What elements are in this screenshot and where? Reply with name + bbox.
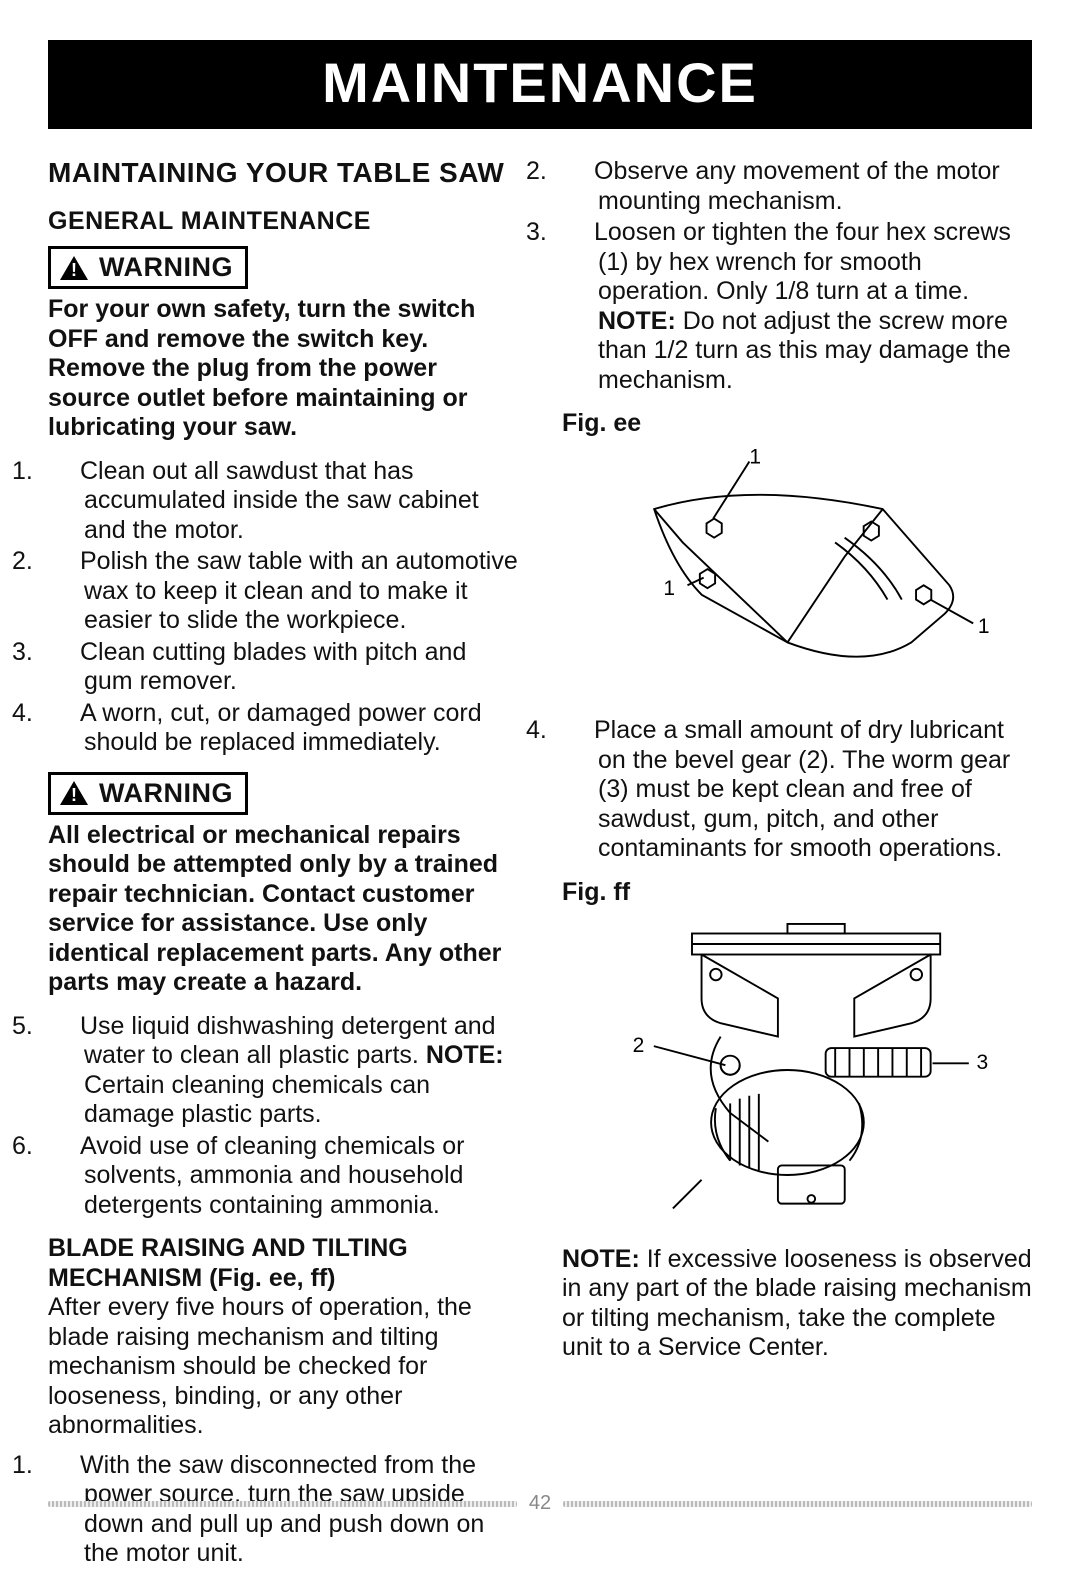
step-pre: Loosen or tighten the four hex screws (1… xyxy=(594,218,1011,305)
warning-text-2: All electrical or mechanical repairs sho… xyxy=(48,821,518,998)
warning-triangle-icon: ! xyxy=(59,255,89,281)
warning-box-1: ! WARNING xyxy=(48,246,248,289)
note-label: NOTE: xyxy=(426,1041,504,1069)
list-item: 3.Clean cutting blades with pitch and gu… xyxy=(48,638,518,697)
list-item: 3.Loosen or tighten the four hex screws … xyxy=(562,218,1032,395)
general-steps-a: 1.Clean out all sawdust that has accumul… xyxy=(48,457,518,758)
list-item: 4.A worn, cut, or damaged power cord sho… xyxy=(48,699,518,758)
step-number: 2. xyxy=(562,157,594,187)
figure-ff-caption: Fig. ff xyxy=(562,878,1032,907)
step-post: Certain cleaning chemicals can damage pl… xyxy=(84,1071,430,1129)
figure-ff: 2 3 xyxy=(562,915,1032,1235)
list-item: 1.Clean out all sawdust that has accumul… xyxy=(48,457,518,546)
warning-triangle-icon: ! xyxy=(59,780,89,806)
warning-text-1: For your own safety, turn the switch OFF… xyxy=(48,295,518,443)
step-text: Clean cutting blades with pitch and gum … xyxy=(80,638,466,696)
blade-intro-text: After every five hours of operation, the… xyxy=(48,1293,472,1439)
blade-steps-d: 2.Observe any movement of the motor moun… xyxy=(562,157,1032,395)
fig-ff-label-right: 3 xyxy=(976,1051,988,1074)
list-item: 6.Avoid use of cleaning chemicals or sol… xyxy=(48,1132,518,1221)
figure-ee: 1 1 1 xyxy=(562,446,1032,706)
footer-rule-right xyxy=(563,1501,1032,1507)
step-pre: Observe any movement of the motor mounti… xyxy=(594,157,1000,215)
figure-ee-caption: Fig. ee xyxy=(562,409,1032,438)
fig-ee-label-top: 1 xyxy=(749,446,761,468)
heading-maintaining: MAINTAINING YOUR TABLE SAW xyxy=(48,157,518,189)
svg-text:!: ! xyxy=(71,785,77,805)
warning-label-2: WARNING xyxy=(99,778,233,809)
footer-rule-left xyxy=(48,1501,517,1507)
warning-box-2: ! WARNING xyxy=(48,772,248,815)
blade-mechanism-block: BLADE RAISING AND TILTING MECHANISM (Fig… xyxy=(48,1234,518,1441)
two-column-layout: MAINTAINING YOUR TABLE SAW GENERAL MAINT… xyxy=(48,157,1032,1583)
list-item: 2.Observe any movement of the motor moun… xyxy=(562,157,1032,216)
heading-blade-mechanism: BLADE RAISING AND TILTING MECHANISM (Fig… xyxy=(48,1234,408,1292)
fig-ee-label-right: 1 xyxy=(978,615,990,638)
general-steps-b: 5.Use liquid dishwashing detergent and w… xyxy=(48,1012,518,1221)
note-label: NOTE: xyxy=(562,1245,640,1273)
step-text: A worn, cut, or damaged power cord shoul… xyxy=(80,699,482,757)
step-text: Place a small amount of dry lubricant on… xyxy=(594,716,1010,862)
section-banner: MAINTENANCE xyxy=(48,40,1032,129)
step-number: 3. xyxy=(562,218,594,248)
svg-text:!: ! xyxy=(71,260,77,280)
list-item: 5.Use liquid dishwashing detergent and w… xyxy=(48,1012,518,1130)
left-column: MAINTAINING YOUR TABLE SAW GENERAL MAINT… xyxy=(48,157,518,1583)
page-footer: 42 xyxy=(48,1492,1032,1515)
list-item: 4.Place a small amount of dry lubricant … xyxy=(562,716,1032,864)
right-column: 2.Observe any movement of the motor moun… xyxy=(562,157,1032,1583)
note-label: NOTE: xyxy=(598,307,676,335)
step-number: 6. xyxy=(48,1132,80,1162)
step-number: 5. xyxy=(48,1012,80,1042)
fig-ff-label-left: 2 xyxy=(633,1033,645,1056)
list-item: 2.Polish the saw table with an automotiv… xyxy=(48,547,518,636)
heading-general-maintenance: GENERAL MAINTENANCE xyxy=(48,207,518,236)
step-text: Clean out all sawdust that has accumulat… xyxy=(80,457,479,544)
fig-ee-label-left: 1 xyxy=(663,577,675,600)
step-pre: Avoid use of cleaning chemicals or solve… xyxy=(80,1132,464,1219)
final-note: NOTE: If excessive looseness is observed… xyxy=(562,1245,1032,1363)
page-number: 42 xyxy=(529,1492,551,1515)
step-text: Polish the saw table with an automotive … xyxy=(80,547,518,634)
blade-steps-e: 4.Place a small amount of dry lubricant … xyxy=(562,716,1032,864)
warning-label-1: WARNING xyxy=(99,252,233,283)
